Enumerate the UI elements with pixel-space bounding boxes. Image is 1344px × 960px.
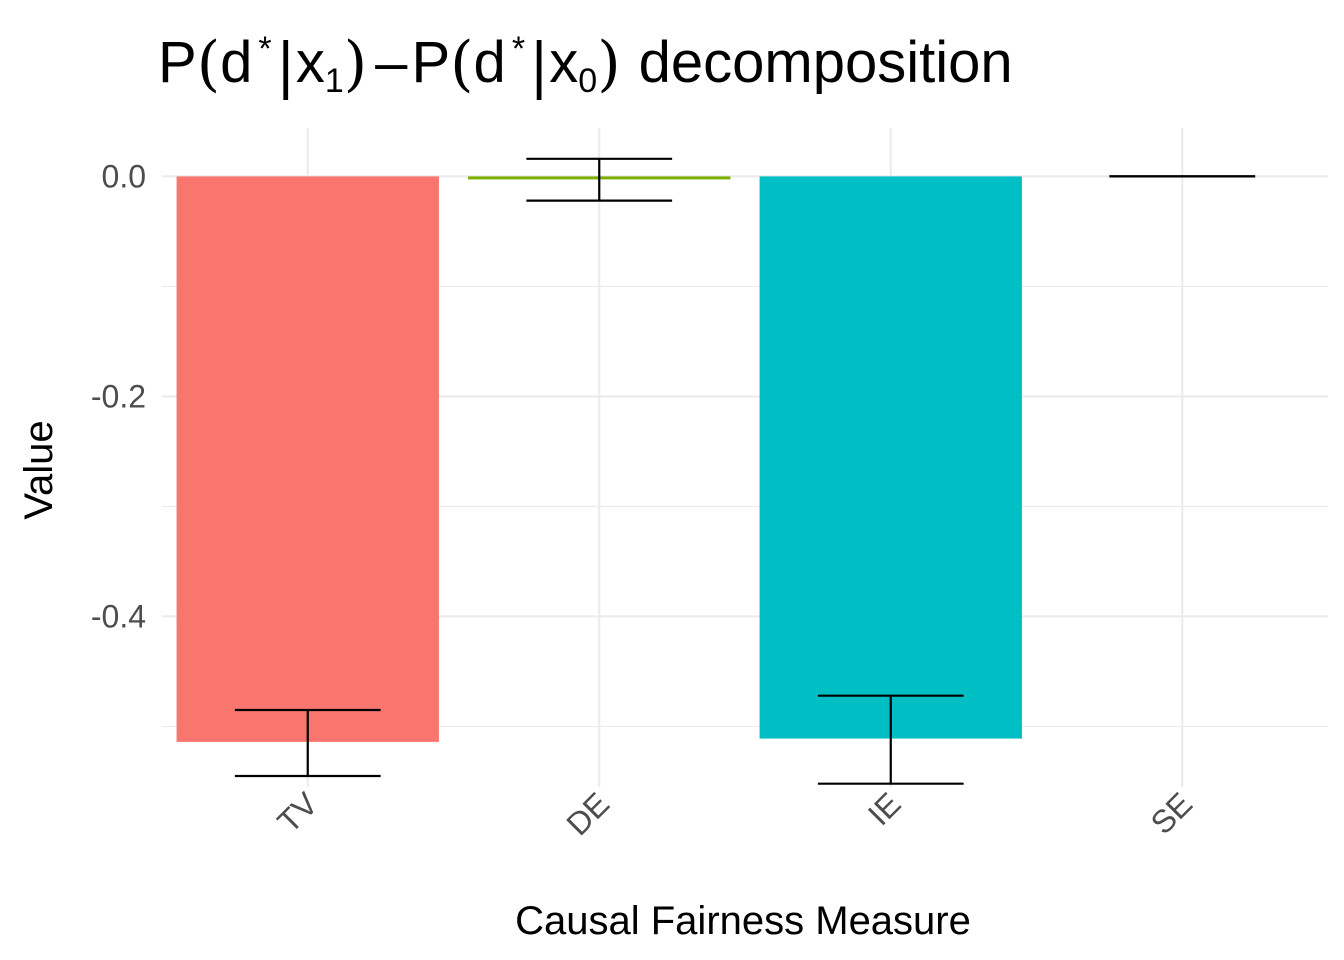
title-d2: d [474, 30, 506, 95]
x-tick-label-tv: TV [270, 785, 325, 840]
title-x1: x [296, 30, 325, 95]
title-sub-1: 1 [325, 62, 344, 100]
title-close-paren-2: ) [597, 29, 620, 99]
title-close-paren-1: ) [344, 29, 367, 99]
x-tick-label-ie: IE [861, 785, 908, 832]
title-minus: – [375, 30, 408, 95]
bar-tv [176, 176, 439, 742]
y-axis: 0.0 -0.2 -0.4 [91, 158, 146, 634]
error-bar-de [526, 157, 673, 202]
title-p1: P [158, 30, 197, 95]
error-bars-group [234, 157, 1256, 785]
title-open-paren-1: ( [197, 29, 220, 99]
x-tick-label-se: SE [1144, 785, 1200, 841]
title-rest: decomposition [639, 30, 1013, 95]
bars-group [176, 176, 1022, 742]
y-tick-label-2: -0.4 [91, 598, 146, 634]
title-p2: P [411, 30, 450, 95]
y-axis-title: Value [17, 420, 61, 519]
error-bar-tv [234, 708, 381, 778]
title-x2: x [549, 30, 578, 95]
title-open-paren-2: ( [450, 29, 473, 99]
y-tick-label-0: 0.0 [102, 158, 146, 194]
title-bar-2: | [529, 31, 549, 101]
title-star-2: * [512, 30, 525, 68]
error-bar-ie [817, 694, 964, 785]
y-tick-label-1: -0.2 [91, 378, 146, 414]
x-tick-label-de: DE [559, 785, 616, 842]
chart-title: P(d *|x1) –P(d *|x0) decomposition [158, 29, 1013, 101]
title-d1: d [220, 30, 252, 95]
title-star-1: * [258, 30, 271, 68]
x-axis-title: Causal Fairness Measure [515, 899, 971, 943]
bar-ie [759, 176, 1022, 739]
title-bar-1: | [276, 31, 296, 101]
title-sub-2: 0 [578, 62, 597, 100]
x-axis: TV DE IE SE [270, 785, 1199, 842]
